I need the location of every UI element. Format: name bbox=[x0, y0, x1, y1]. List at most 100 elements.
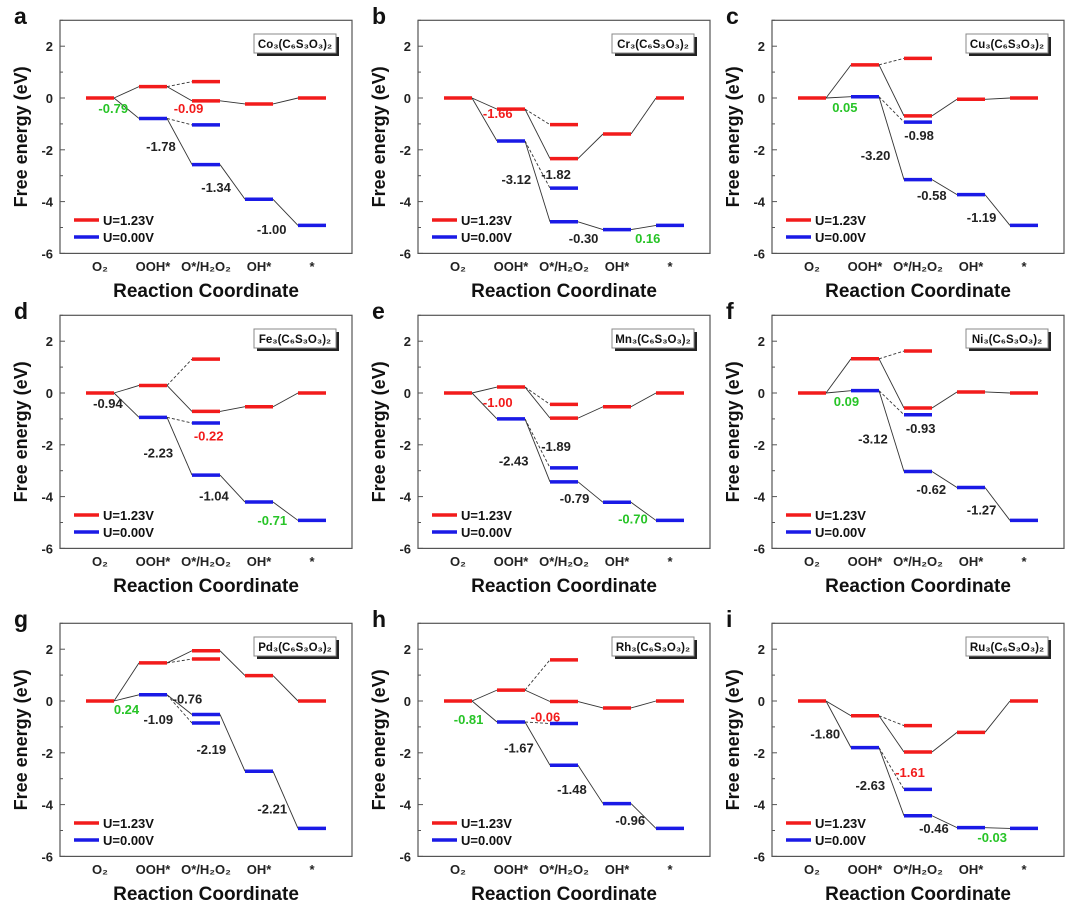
x-axis-title: Reaction Coordinate bbox=[825, 576, 1011, 597]
plot-frame bbox=[417, 314, 711, 550]
value-label: -0.62 bbox=[916, 482, 946, 497]
value-label: -2.21 bbox=[257, 801, 287, 816]
connector-line bbox=[113, 86, 140, 99]
panel-g: -6 -4 -2 0 2 O₂ OOH* O*/H₂O₂ OH* * Reaction Coordi… bbox=[11, 606, 353, 905]
panel-letter: g bbox=[14, 606, 28, 632]
connector-line bbox=[524, 108, 551, 159]
x-tick-label: O₂ bbox=[92, 259, 108, 274]
connector-line bbox=[471, 392, 498, 420]
y-tick-label: 0 bbox=[404, 386, 411, 401]
connector-line bbox=[878, 390, 905, 472]
value-label: -2.19 bbox=[196, 742, 226, 757]
connector-line bbox=[524, 418, 551, 483]
value-label: -1.66 bbox=[483, 106, 513, 121]
value-label: 0.24 bbox=[114, 702, 140, 717]
value-label: -1.00 bbox=[257, 222, 287, 237]
title-box bbox=[253, 33, 337, 54]
x-tick-label: * bbox=[309, 862, 315, 877]
connector-line bbox=[984, 827, 1011, 829]
connector-line bbox=[630, 700, 657, 709]
x-tick-label: OH* bbox=[247, 862, 273, 877]
value-label: -1.48 bbox=[557, 782, 587, 797]
connector-line bbox=[630, 224, 657, 231]
y-tick-label: -6 bbox=[41, 246, 53, 261]
connector-line bbox=[878, 715, 905, 753]
panel-title: Cr₃(C₆S₃O₃)₂ bbox=[617, 39, 689, 51]
connector-line bbox=[471, 97, 498, 110]
connector-line bbox=[219, 474, 246, 503]
y-axis-title: Free energy (eV) bbox=[11, 361, 31, 502]
panel-letter: d bbox=[14, 298, 28, 324]
connector-line bbox=[166, 385, 193, 412]
connector-line bbox=[471, 689, 498, 702]
connector-line bbox=[471, 700, 498, 723]
panel-letter: c bbox=[726, 3, 739, 29]
connector-line bbox=[878, 747, 905, 816]
x-tick-label: O*/H₂O₂ bbox=[181, 862, 231, 877]
y-tick-label: 0 bbox=[46, 91, 53, 106]
legend-label: U=0.00V bbox=[103, 525, 154, 540]
connector-line bbox=[272, 97, 299, 105]
panel-h: -6 -4 -2 0 2 O₂ OOH* O*/H₂O₂ OH* * Reaction Coordi… bbox=[369, 606, 711, 905]
connector-line bbox=[166, 118, 193, 165]
y-tick-label: -2 bbox=[753, 143, 765, 158]
y-tick-label: 2 bbox=[46, 334, 53, 349]
value-label: -3.12 bbox=[858, 431, 888, 446]
connector-dashed-line bbox=[878, 350, 905, 360]
title-box bbox=[965, 33, 1049, 54]
x-tick-label: O₂ bbox=[92, 554, 108, 569]
value-label: -3.12 bbox=[501, 172, 531, 187]
series-u000 bbox=[825, 700, 1038, 831]
value-label: -0.71 bbox=[257, 513, 287, 528]
panel-letter: f bbox=[726, 298, 734, 324]
legend-label: U=0.00V bbox=[815, 525, 866, 540]
connector-line bbox=[166, 417, 193, 476]
x-tick-label: * bbox=[1021, 862, 1027, 877]
x-tick-label: OOH* bbox=[494, 554, 530, 569]
connector-line bbox=[984, 391, 1011, 394]
y-tick-label: 2 bbox=[46, 39, 53, 54]
y-tick-label: 0 bbox=[404, 91, 411, 106]
connector-line bbox=[984, 194, 1011, 226]
x-axis-title: Reaction Coordinate bbox=[113, 281, 299, 302]
value-label: -0.96 bbox=[615, 813, 645, 828]
plot-frame bbox=[59, 19, 353, 255]
value-label: 0.16 bbox=[635, 231, 660, 246]
series-u000 bbox=[471, 97, 684, 232]
connector-dashed-line bbox=[524, 659, 551, 691]
title-box bbox=[611, 328, 695, 349]
series-u000 bbox=[113, 97, 326, 228]
connector-line bbox=[524, 140, 551, 222]
series-u123 bbox=[798, 349, 1038, 410]
x-tick-label: O*/H₂O₂ bbox=[539, 862, 589, 877]
value-label: -1.89 bbox=[541, 439, 571, 454]
connector-dashed-line bbox=[878, 57, 905, 66]
y-axis-title: Free energy (eV) bbox=[369, 66, 389, 207]
connector-line bbox=[113, 385, 140, 394]
connector-line bbox=[272, 392, 299, 408]
y-tick-label: 2 bbox=[404, 39, 411, 54]
panel-f: -6 -4 -2 0 2 O₂ OOH* O*/H₂O₂ OH* * Reaction Coordi… bbox=[723, 298, 1065, 597]
title-box bbox=[965, 328, 1049, 349]
plot-frame bbox=[417, 19, 711, 255]
value-label: -0.76 bbox=[173, 691, 203, 706]
y-tick-label: 2 bbox=[758, 39, 765, 54]
y-tick-label: -6 bbox=[753, 541, 765, 556]
connector-line bbox=[984, 700, 1011, 733]
series-u000 bbox=[825, 94, 1038, 228]
connector-dashed-line bbox=[166, 658, 193, 664]
x-axis-title: Reaction Coordinate bbox=[825, 281, 1011, 302]
connector-line bbox=[577, 701, 604, 709]
y-tick-label: -2 bbox=[753, 746, 765, 761]
connector-dashed-line bbox=[524, 418, 551, 469]
x-tick-label: O*/H₂O₂ bbox=[539, 554, 589, 569]
y-tick-label: -2 bbox=[399, 438, 411, 453]
legend-label: U=1.23V bbox=[103, 213, 154, 228]
x-tick-label: * bbox=[667, 554, 673, 569]
x-tick-label: OOH* bbox=[136, 862, 172, 877]
panel-e: -6 -4 -2 0 2 O₂ OOH* O*/H₂O₂ OH* * Reaction Coordi… bbox=[369, 298, 711, 597]
value-label: -0.03 bbox=[977, 830, 1007, 845]
connector-line bbox=[825, 390, 852, 394]
connector-line bbox=[825, 96, 852, 99]
x-tick-label: OH* bbox=[959, 862, 985, 877]
